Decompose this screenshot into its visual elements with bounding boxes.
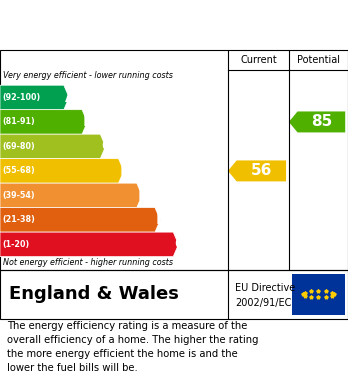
Text: (69-80): (69-80) [3,142,35,151]
Polygon shape [0,208,160,232]
Text: F: F [156,212,166,228]
Polygon shape [0,183,142,208]
Text: England & Wales: England & Wales [9,285,179,303]
Text: B: B [83,115,94,129]
Text: (81-91): (81-91) [3,117,35,126]
Text: 56: 56 [251,163,272,178]
Text: A: A [64,90,76,105]
Text: (21-38): (21-38) [3,215,35,224]
Polygon shape [0,85,69,110]
Polygon shape [0,159,124,183]
Text: Energy Efficiency Rating: Energy Efficiency Rating [9,18,230,32]
Polygon shape [289,111,345,133]
Text: 2002/91/EC: 2002/91/EC [235,298,291,308]
Text: Potential: Potential [297,55,340,65]
Text: G: G [174,237,187,252]
Text: (39-54): (39-54) [3,191,35,200]
Text: E: E [137,188,148,203]
Text: Not energy efficient - higher running costs: Not energy efficient - higher running co… [3,258,174,267]
Text: (1-20): (1-20) [3,240,30,249]
Polygon shape [0,232,179,256]
Text: D: D [119,163,132,178]
Text: Very energy efficient - lower running costs: Very energy efficient - lower running co… [3,71,173,80]
Text: C: C [101,139,112,154]
Bar [292,274,345,315]
Polygon shape [0,134,105,159]
Text: (55-68): (55-68) [3,167,35,176]
Text: 85: 85 [311,115,332,129]
Text: The energy efficiency rating is a measure of the
overall efficiency of a home. T: The energy efficiency rating is a measur… [7,321,259,373]
Text: (92-100): (92-100) [3,93,41,102]
Polygon shape [228,160,286,181]
Text: EU Directive: EU Directive [235,283,295,293]
Polygon shape [0,110,87,134]
Text: Current: Current [240,55,277,65]
